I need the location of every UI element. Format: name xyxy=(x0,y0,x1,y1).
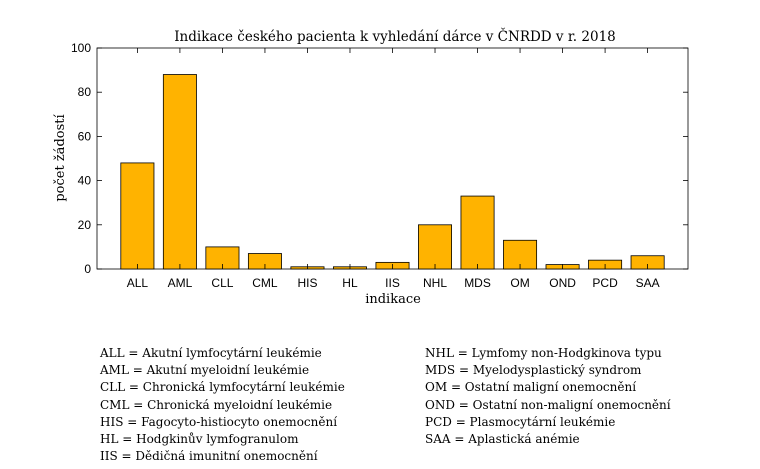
legend-entry-hl: HL = Hodgkinův lymfogranulom xyxy=(100,432,299,447)
legend-entry-saa: SAA = Aplastická anémie xyxy=(425,432,580,447)
legend-left-column: ALL = Akutní lymfocytární leukémie AML =… xyxy=(100,345,345,465)
bar-aml xyxy=(162,74,197,270)
legend-entry-pcd: PCD = Plasmocytární leukémie xyxy=(425,414,616,429)
x-tick-label-pcd: PCD xyxy=(592,276,618,290)
y-tick-label: 80 xyxy=(78,85,92,99)
legend-entry-mds: MDS = Myelodysplastický syndrom xyxy=(425,363,642,378)
x-tick-label-his: HIS xyxy=(297,276,317,290)
bar-all xyxy=(120,162,155,270)
x-tick-label-hl: HL xyxy=(342,276,358,290)
x-tick-label-om: OM xyxy=(510,276,529,290)
legend-right-column: NHL = Lymfomy non-Hodgkinova typu MDS = … xyxy=(425,345,671,448)
legend-entry-om: OM = Ostatní maligní onemocnění xyxy=(425,380,637,395)
plot-area: 0 20 40 60 80 100 ALL AML CLL CML HIS HL IIS NHL MDS OM… xyxy=(71,41,689,290)
x-tick-label-ond: OND xyxy=(549,276,576,290)
legend-entry-nhl: NHL = Lymfomy non-Hodgkinova typu xyxy=(425,346,662,360)
y-tick-label: 0 xyxy=(84,262,91,276)
x-tick-label-nhl: NHL xyxy=(423,276,447,290)
bar-nhl xyxy=(418,224,453,270)
legend-entry-his: HIS = Fagocyto-histiocyto onemocnění xyxy=(100,414,338,429)
legend-entry-cll: CLL = Chronická lymfocytární leukémie xyxy=(100,380,345,395)
y-tick-label: 20 xyxy=(78,218,92,232)
y-tick-label: 60 xyxy=(78,129,92,143)
x-tick-label-saa: SAA xyxy=(636,276,660,290)
chart-title: Indikace českého pacienta k vyhledání dá… xyxy=(174,28,616,45)
x-tick-label-aml: AML xyxy=(168,276,193,290)
x-tick-label-cml: CML xyxy=(252,276,278,290)
x-tick-label-cll: CLL xyxy=(211,276,233,290)
y-tick-label: 100 xyxy=(71,41,91,55)
legend-entry-ond: OND = Ostatní non-maligní onemocnění xyxy=(425,397,671,412)
y-tick-label: 40 xyxy=(78,174,92,188)
x-tick-label-iis: IIS xyxy=(385,276,400,290)
bar-mds xyxy=(460,195,495,270)
legend-entry-cml: CML = Chronická myeloidní leukémie xyxy=(100,397,333,412)
x-tick-label-mds: MDS xyxy=(464,276,491,290)
y-axis-label: počet žádostí xyxy=(53,114,68,202)
x-tick-label-all: ALL xyxy=(127,276,149,290)
legend-entry-aml: AML = Akutní myeloidní leukémie xyxy=(100,363,310,378)
legend-entry-all: ALL = Akutní lymfocytární leukémie xyxy=(100,346,322,360)
legend-entry-iis: IIS = Dědičná imunitní onemocnění xyxy=(100,449,318,464)
x-axis-label: indikace xyxy=(365,292,421,307)
